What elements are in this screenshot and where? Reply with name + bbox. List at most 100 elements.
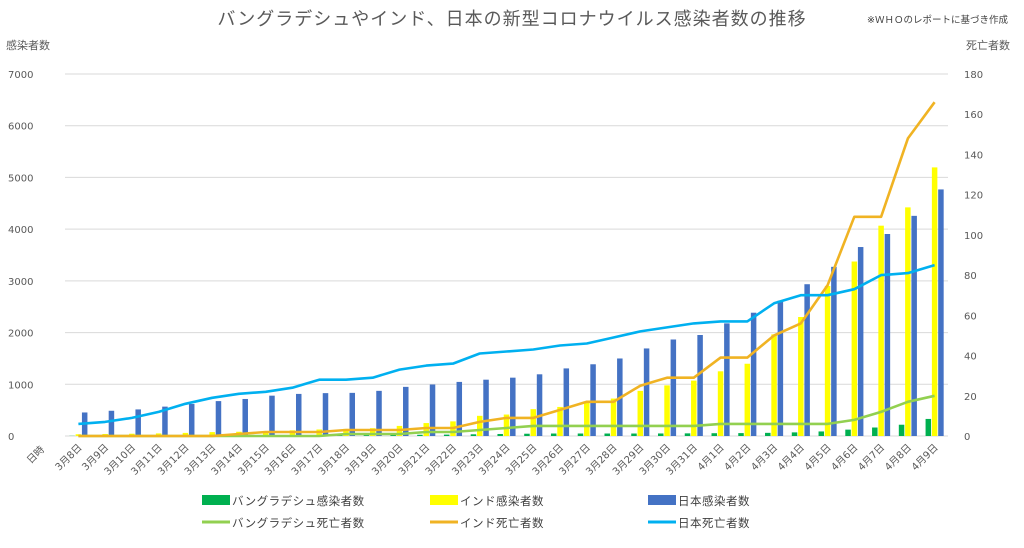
bar: [631, 433, 637, 436]
bar: [744, 363, 751, 436]
bar: [242, 398, 248, 436]
bar: [269, 395, 275, 436]
bar: [262, 431, 269, 436]
bar: [738, 433, 744, 436]
bar: [604, 433, 610, 436]
x-axis-title: 日時: [24, 444, 47, 467]
x-tick-label: 3月8日: [53, 442, 85, 474]
legend-swatch: [430, 495, 458, 505]
bar: [798, 317, 804, 436]
bar: [697, 335, 703, 436]
left-tick-label: 2000: [8, 329, 33, 340]
bar: [108, 410, 115, 436]
left-tick-label: 7000: [8, 70, 33, 81]
right-tick-label: 100: [964, 231, 983, 242]
bar: [188, 403, 195, 436]
bar: [470, 434, 477, 436]
bar: [711, 433, 718, 436]
bar: [563, 368, 570, 436]
bar: [429, 384, 436, 436]
bar: [443, 434, 450, 436]
bar: [75, 434, 82, 436]
bar: [637, 390, 644, 436]
bar: [857, 247, 864, 436]
left-axis-title: 感染者数: [6, 38, 50, 52]
bar: [804, 284, 810, 436]
bar: [536, 374, 543, 436]
bar: [550, 433, 557, 436]
bar: [524, 433, 530, 436]
bar: [898, 424, 905, 436]
x-tick-label: 4月2日: [722, 442, 754, 474]
bar: [510, 377, 516, 436]
legend-label: インド死亡者数: [460, 516, 544, 530]
left-tick-label: 6000: [8, 122, 33, 133]
bar: [691, 380, 697, 436]
chart-title: バングラデシュやインド、日本の新型コロナウイルス感染者数の推移: [217, 9, 806, 30]
bar: [162, 406, 168, 436]
legend-label: 日本死亡者数: [678, 516, 750, 530]
bar: [590, 364, 596, 436]
right-tick-label: 160: [964, 110, 983, 121]
source-note: ※ＷＨＯのレポートに基づき作成: [867, 14, 1008, 26]
bar: [497, 433, 503, 436]
bar: [322, 393, 329, 436]
left-tick-label: 4000: [8, 225, 33, 236]
bar: [483, 379, 489, 436]
bar: [878, 225, 884, 436]
x-tick-label: 4月6日: [829, 442, 861, 474]
bar: [182, 432, 189, 436]
right-tick-label: 20: [964, 392, 977, 403]
left-tick-label: 5000: [8, 173, 33, 184]
bar: [503, 414, 510, 436]
bar: [872, 427, 878, 436]
bar: [824, 285, 831, 436]
bar: [643, 348, 650, 436]
bar: [911, 215, 917, 436]
bar: [657, 433, 664, 436]
bar: [845, 429, 851, 436]
left-tick-label: 1000: [8, 380, 33, 391]
bar: [584, 402, 590, 436]
bar: [557, 406, 563, 436]
legend-label: インド感染者数: [460, 494, 544, 508]
left-tick-label: 3000: [8, 277, 33, 288]
bar: [456, 381, 463, 436]
bar: [215, 401, 222, 436]
bar: [363, 435, 370, 436]
bar: [931, 167, 938, 436]
bar: [851, 261, 858, 436]
bar: [717, 371, 724, 436]
right-tick-label: 140: [964, 150, 983, 161]
legend-label: バングラデシュ感染者数: [232, 494, 365, 508]
bar: [135, 409, 141, 436]
bar: [403, 386, 409, 436]
line-series-group: [78, 101, 936, 438]
bar: [376, 390, 382, 436]
bar: [670, 339, 677, 436]
right-tick-label: 60: [964, 311, 977, 322]
bar: [664, 385, 670, 436]
x-tick-label: 4月5日: [802, 442, 834, 474]
right-axis-title: 死亡者数: [966, 38, 1010, 52]
right-tick-label: 80: [964, 271, 977, 282]
legend-label: バングラデシュ死亡者数: [232, 516, 365, 530]
bar: [209, 432, 215, 436]
left-tick-label: 0: [8, 432, 14, 443]
right-tick-label: 40: [964, 352, 977, 363]
bar: [818, 431, 825, 436]
right-tick-label: 180: [964, 70, 983, 81]
x-tick-label: 4月1日: [695, 442, 727, 474]
legend-swatch: [202, 495, 230, 505]
bar: [791, 432, 798, 436]
x-tick-label: 4月9日: [909, 442, 941, 474]
bar: [938, 189, 944, 436]
legend-swatch: [648, 495, 676, 505]
bar: [831, 266, 837, 436]
bar: [771, 334, 777, 436]
left-axis-ticks: 0 1000 2000 3000 4000 5000 6000 7000: [8, 70, 33, 443]
bar: [476, 415, 483, 436]
bar: [390, 434, 396, 436]
bar: [369, 428, 376, 436]
bar: [765, 432, 771, 436]
